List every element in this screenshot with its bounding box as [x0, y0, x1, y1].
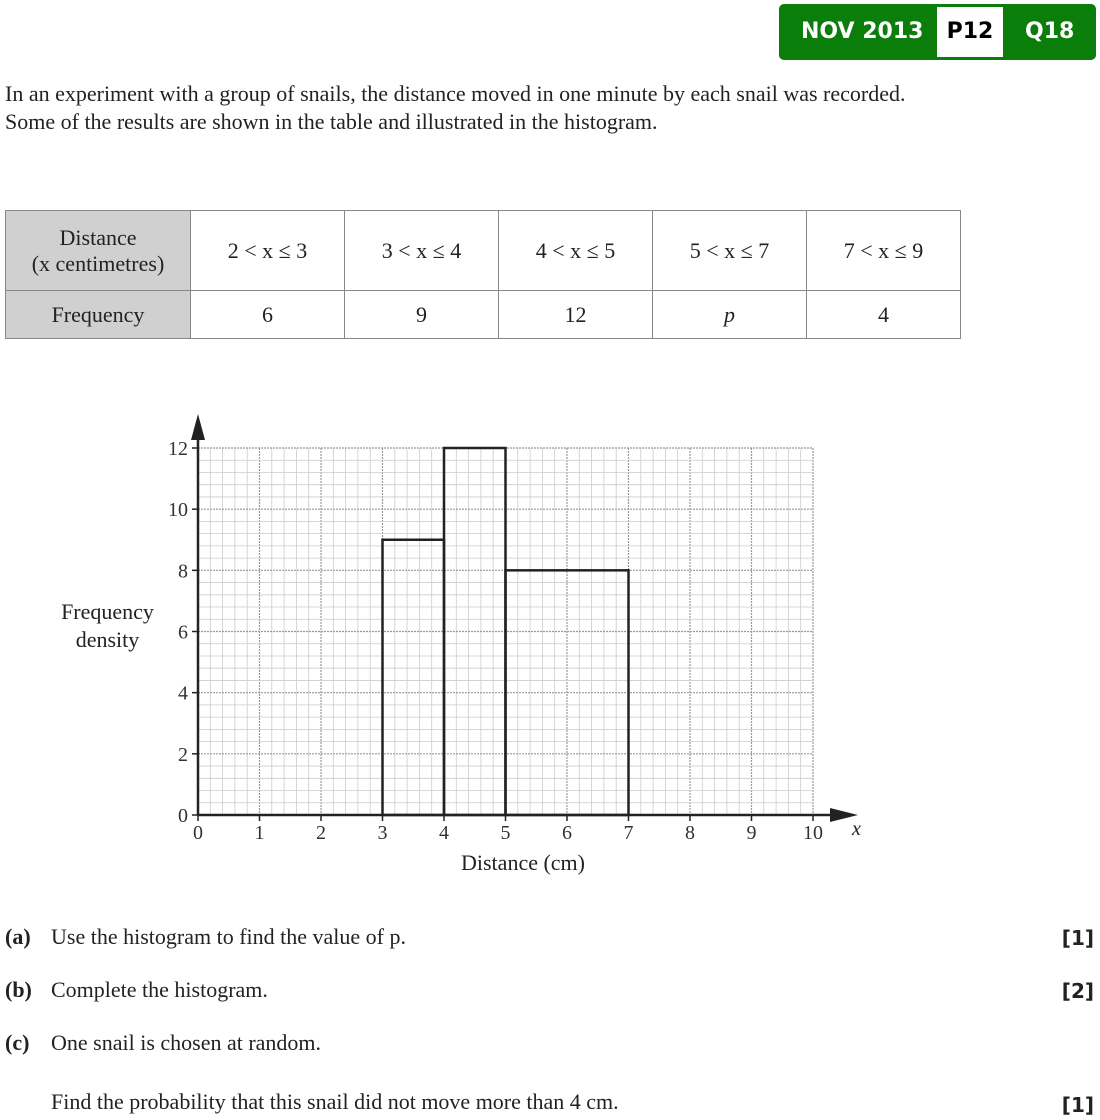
- interval-cell: 7 < x ≤ 9: [806, 210, 961, 291]
- x-axis-label: Distance (cm): [461, 850, 585, 875]
- x-tick-label: 5: [501, 822, 511, 844]
- x-axis-arrow-icon: [830, 808, 858, 822]
- y-tick-label: 2: [178, 744, 188, 766]
- y-tick-label: 0: [178, 805, 188, 827]
- y-tick-label: 8: [178, 560, 188, 582]
- frequency-cell: 4: [806, 290, 961, 339]
- x-tick-label: 6: [562, 822, 572, 844]
- x-tick-label: 7: [624, 822, 634, 844]
- marks-b: [2]: [1061, 979, 1094, 1003]
- frequency-cell: 9: [344, 290, 499, 339]
- interval-cell: 2 < x ≤ 3: [190, 210, 345, 291]
- x-tick-label: 0: [193, 822, 203, 844]
- interval-cell: 4 < x ≤ 5: [498, 210, 653, 291]
- frequency-cell: p: [652, 290, 807, 339]
- question-label: Q18: [1025, 19, 1075, 44]
- distance-header: Distance (x centimetres): [5, 210, 191, 291]
- marks-a: [1]: [1061, 926, 1094, 950]
- y-tick-label: 6: [178, 622, 188, 644]
- marks-c: [1]: [1061, 1093, 1094, 1117]
- x-tick-label: 8: [685, 822, 695, 844]
- frequency-table: Distance (x centimetres) 2 < x ≤ 3 3 < x …: [5, 210, 961, 339]
- x-axis-symbol: x: [851, 818, 861, 840]
- y-axis-label: Frequency density: [61, 599, 154, 652]
- paper-label: P12: [937, 7, 1003, 57]
- x-tick-label: 3: [378, 822, 388, 844]
- question-badge: NOV 2013 P12 Q18: [779, 4, 1096, 60]
- session-label: NOV 2013: [801, 19, 924, 44]
- frequency-cell: 12: [498, 290, 653, 339]
- intro-line-1: In an experiment with a group of snails,…: [5, 81, 906, 106]
- x-tick-label: 9: [747, 822, 757, 844]
- x-tick-label: 2: [316, 822, 326, 844]
- intro-text: In an experiment with a group of snails,…: [5, 80, 945, 136]
- histogram-bar: [381, 538, 446, 817]
- interval-cell: 5 < x ≤ 7: [652, 210, 807, 291]
- y-tick-label: 10: [168, 499, 188, 521]
- x-tick-label: 1: [255, 822, 265, 844]
- interval-cell: 3 < x ≤ 4: [344, 210, 499, 291]
- y-tick-label: 12: [168, 438, 188, 460]
- x-tick-label: 10: [803, 822, 823, 844]
- question-c-part: Find the probability that this snail did…: [51, 1089, 619, 1114]
- intro-line-2: Some of the results are shown in the tab…: [5, 109, 658, 134]
- frequency-cell: 6: [190, 290, 345, 339]
- x-tick-label: 4: [439, 822, 449, 844]
- question-b: (b) Complete the histogram.: [5, 977, 268, 1002]
- question-a: (a) Use the histogram to find the value o…: [5, 924, 406, 949]
- question-c: (c) One snail is chosen at random.: [5, 1030, 322, 1055]
- y-axis-arrow-icon: [191, 414, 205, 440]
- y-tick-label: 4: [178, 683, 188, 705]
